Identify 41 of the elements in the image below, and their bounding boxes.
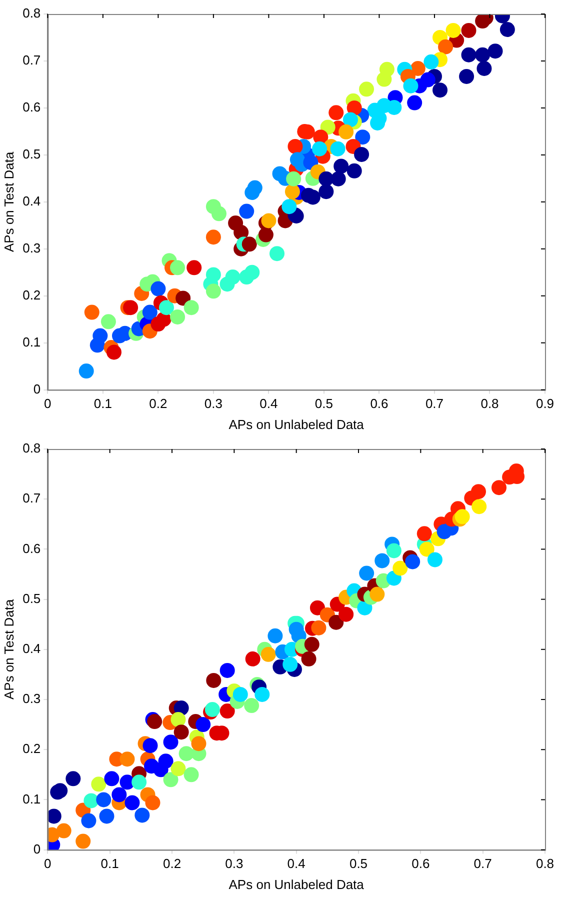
x-tick-label: 0.3 bbox=[204, 396, 222, 412]
y-axis-title: APs on Test Data bbox=[1, 598, 16, 700]
x-axis-title: APs on Unlabeled Data bbox=[228, 416, 365, 432]
x-tick-label: 0.4 bbox=[287, 856, 306, 872]
y-tick-label: 0.7 bbox=[22, 490, 41, 506]
y-tick-label: 0.8 bbox=[22, 440, 41, 456]
x-tick-label: 0.8 bbox=[536, 856, 554, 872]
y-axis-title: APs on Test Data bbox=[1, 151, 16, 252]
y-tick-label: 0.1 bbox=[22, 791, 41, 806]
x-tick-label: 0.8 bbox=[480, 396, 499, 412]
y-tick-label: 0.1 bbox=[22, 334, 41, 350]
x-tick-label: 0.3 bbox=[225, 856, 244, 872]
y-tick-label: 0 bbox=[33, 841, 41, 856]
x-tick-label: 0.7 bbox=[425, 396, 444, 412]
x-tick-label: 0.7 bbox=[474, 856, 492, 872]
x-tick-label: 0.6 bbox=[412, 856, 430, 872]
y-tick-label: 0.6 bbox=[22, 100, 41, 115]
y-tick-label: 0.3 bbox=[22, 691, 41, 706]
x-axis-title: APs on Unlabeled Data bbox=[228, 876, 365, 892]
y-tick-label: 0.8 bbox=[22, 6, 41, 21]
x-tick-label: 0 bbox=[44, 856, 52, 872]
x-tick-label: 0.5 bbox=[349, 856, 368, 872]
x-tick-label: 0.2 bbox=[149, 396, 168, 412]
y-tick-label: 0.5 bbox=[22, 590, 41, 606]
y-tick-label: 0.4 bbox=[22, 640, 41, 656]
y-tick-label: 0.7 bbox=[22, 52, 41, 68]
y-tick-label: 0.4 bbox=[22, 193, 41, 208]
y-tick-label: 0.2 bbox=[22, 741, 41, 756]
y-tick-label: 0.2 bbox=[22, 287, 41, 302]
x-tick-label: 0.1 bbox=[94, 396, 112, 412]
y-tick-label: 0.6 bbox=[22, 540, 41, 556]
x-tick-label: 0.4 bbox=[260, 396, 278, 412]
x-tick-label: 0.5 bbox=[314, 396, 334, 412]
x-tick-label: 0.1 bbox=[100, 856, 119, 872]
x-tick-label: 0 bbox=[44, 396, 52, 412]
y-tick-label: 0.5 bbox=[22, 146, 41, 162]
x-tick-label: 0.2 bbox=[162, 856, 182, 872]
y-tick-label: 0 bbox=[33, 381, 41, 396]
x-tick-label: 0.6 bbox=[370, 396, 388, 412]
y-tick-label: 0.3 bbox=[22, 240, 41, 256]
x-tick-label: 0.9 bbox=[536, 396, 554, 412]
